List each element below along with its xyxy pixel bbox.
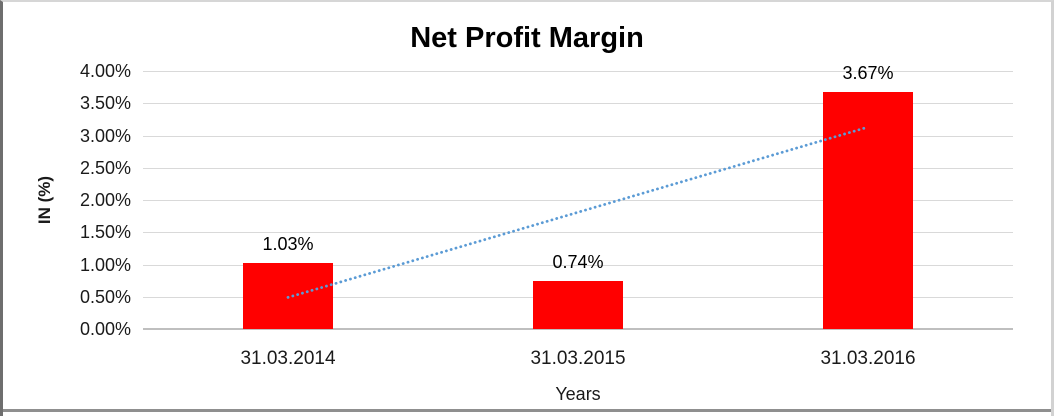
x-axis-title: Years (555, 384, 601, 404)
y-tick-label: 1.00% (79, 254, 131, 275)
gridline (143, 135, 1013, 137)
gridline (143, 167, 1013, 169)
y-tick-label: 3.50% (79, 93, 131, 114)
data-label: 3.67% (842, 63, 894, 84)
y-tick-label: 0.50% (79, 286, 131, 307)
gridline (143, 200, 1013, 201)
bar-31.03.2014 (243, 262, 333, 329)
data-label: 1.03% (262, 233, 314, 254)
y-tick-label: 2.50% (79, 157, 131, 178)
trendline-dotted (286, 125, 870, 299)
gridline (143, 232, 1013, 234)
plot-area (143, 71, 1013, 330)
bar-31.03.2015 (533, 281, 623, 329)
gridline (143, 264, 1013, 266)
y-tick-label: 3.00% (79, 125, 131, 146)
gridline (143, 103, 1013, 105)
chart-title: Net Profit Margin (410, 22, 644, 54)
x-category-label: 31.03.2014 (240, 348, 336, 369)
frame-bottom-border (3, 409, 1051, 412)
x-axis-line (143, 328, 1013, 330)
y-tick-label: 2.00% (79, 190, 131, 210)
x-category-label: 31.03.2015 (530, 348, 626, 369)
bar-31.03.2016 (823, 92, 913, 329)
y-tick-label: 1.50% (79, 222, 131, 243)
data-label: 0.74% (552, 252, 604, 273)
y-tick-label: 0.00% (79, 319, 131, 339)
y-tick-label: 4.00% (79, 61, 131, 81)
x-category-label: 31.03.2016 (820, 348, 916, 369)
gridline (143, 71, 1013, 72)
